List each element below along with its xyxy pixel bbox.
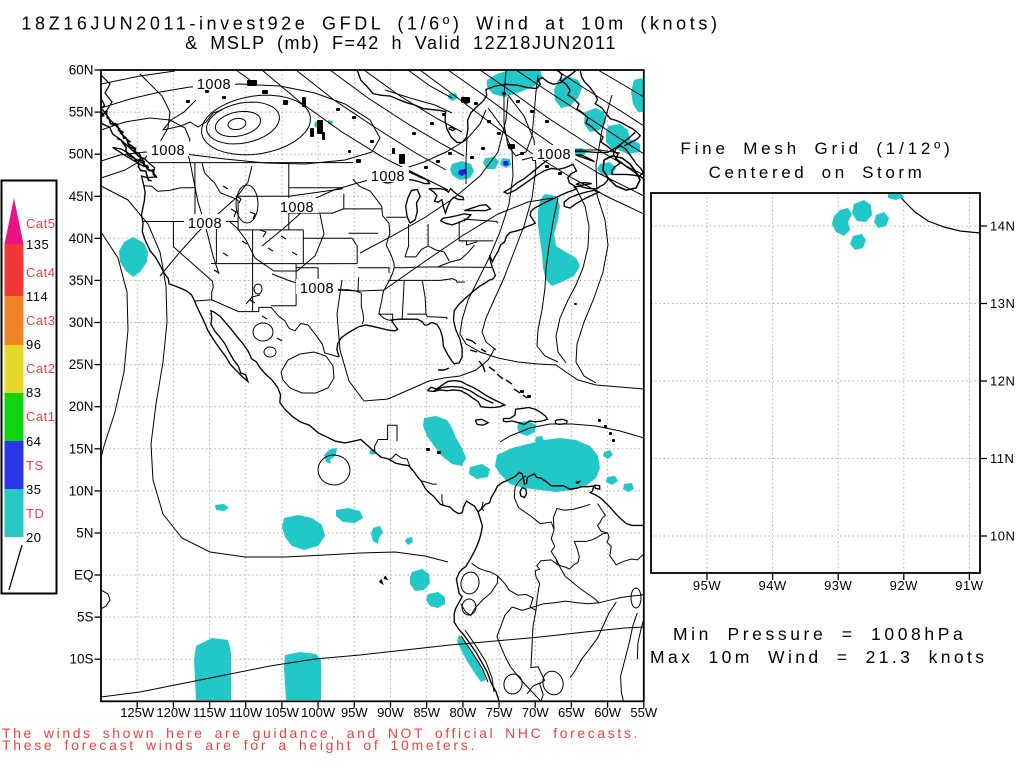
svg-text:95W: 95W	[693, 578, 721, 593]
svg-text:1008: 1008	[188, 216, 222, 232]
svg-text:93W: 93W	[824, 578, 852, 593]
svg-text:20: 20	[26, 530, 41, 545]
svg-text:105W: 105W	[265, 705, 300, 720]
svg-text:60W: 60W	[594, 705, 621, 720]
svg-text:80W: 80W	[449, 705, 476, 720]
svg-text:13N: 13N	[990, 296, 1015, 311]
svg-text:35: 35	[26, 482, 41, 497]
svg-text:1008: 1008	[537, 147, 571, 163]
svg-text:55W: 55W	[630, 705, 657, 720]
svg-text:135: 135	[26, 237, 49, 252]
svg-text:20N: 20N	[69, 399, 94, 414]
svg-text:64: 64	[26, 434, 41, 449]
svg-text:1008: 1008	[151, 143, 185, 159]
svg-text:70W: 70W	[522, 705, 549, 720]
svg-text:120W: 120W	[156, 705, 191, 720]
svg-text:83: 83	[26, 385, 41, 400]
svg-text:Fine Mesh Grid (1/12º): Fine Mesh Grid (1/12º)	[680, 139, 953, 158]
svg-text:45N: 45N	[69, 189, 94, 204]
svg-text:14N: 14N	[990, 219, 1015, 234]
svg-text:Cat1: Cat1	[26, 409, 55, 424]
svg-text:Min Pressure = 1008hPa: Min Pressure = 1008hPa	[673, 624, 966, 644]
svg-text:114: 114	[26, 289, 48, 304]
svg-text:15N: 15N	[69, 441, 94, 456]
svg-text:92W: 92W	[890, 578, 918, 593]
svg-text:50N: 50N	[69, 147, 94, 162]
svg-text:35N: 35N	[69, 273, 94, 288]
svg-text:12N: 12N	[990, 374, 1015, 389]
svg-text:Cat2: Cat2	[26, 361, 55, 376]
svg-text:Cat5: Cat5	[26, 216, 55, 231]
svg-text:85W: 85W	[413, 705, 440, 720]
svg-text:100W: 100W	[301, 705, 336, 720]
svg-text:95W: 95W	[341, 705, 368, 720]
svg-text:94W: 94W	[758, 578, 786, 593]
svg-text:EQ: EQ	[74, 568, 94, 583]
svg-text:110W: 110W	[229, 705, 263, 720]
svg-text:65W: 65W	[558, 705, 585, 720]
svg-text:90W: 90W	[377, 705, 404, 720]
svg-text:These forecast winds are for a: These forecast winds are for a height of…	[2, 737, 477, 753]
svg-text:1008: 1008	[197, 77, 231, 93]
svg-text:11N: 11N	[990, 451, 1014, 466]
svg-text:18Z16JUN2011-invest92e GFDL (1: 18Z16JUN2011-invest92e GFDL (1/6º) Wind …	[21, 14, 720, 34]
svg-text:40N: 40N	[69, 231, 94, 246]
svg-text:5N: 5N	[76, 525, 93, 540]
svg-text:The winds shown here are guida: The winds shown here are guidance, and N…	[2, 725, 640, 741]
svg-text:96: 96	[26, 337, 41, 352]
svg-text:Max 10m Wind = 21.3 knots: Max 10m Wind = 21.3 knots	[650, 647, 987, 667]
svg-text:Cat3: Cat3	[26, 313, 55, 328]
svg-text:TS: TS	[26, 458, 44, 473]
svg-text:91W: 91W	[955, 578, 983, 593]
svg-text:10N: 10N	[990, 529, 1015, 544]
svg-text:115W: 115W	[193, 705, 227, 720]
svg-text:10N: 10N	[69, 483, 94, 498]
svg-text:60N: 60N	[69, 63, 94, 78]
svg-text:75W: 75W	[486, 705, 513, 720]
svg-text:125W: 125W	[120, 705, 155, 720]
svg-text:30N: 30N	[69, 315, 94, 330]
svg-text:TD: TD	[26, 506, 44, 521]
svg-text:1008: 1008	[371, 169, 405, 185]
svg-text:& MSLP (mb) F=42 h Valid 12Z18: & MSLP (mb) F=42 h Valid 12Z18JUN2011	[185, 33, 617, 53]
svg-text:Centered on Storm: Centered on Storm	[709, 163, 926, 182]
svg-text:Cat4: Cat4	[26, 265, 55, 280]
svg-text:55N: 55N	[69, 105, 94, 120]
svg-text:10S: 10S	[69, 652, 93, 667]
svg-text:5S: 5S	[77, 610, 94, 625]
svg-text:1008: 1008	[300, 281, 334, 297]
svg-text:1008: 1008	[280, 200, 314, 216]
svg-text:25N: 25N	[69, 357, 94, 372]
